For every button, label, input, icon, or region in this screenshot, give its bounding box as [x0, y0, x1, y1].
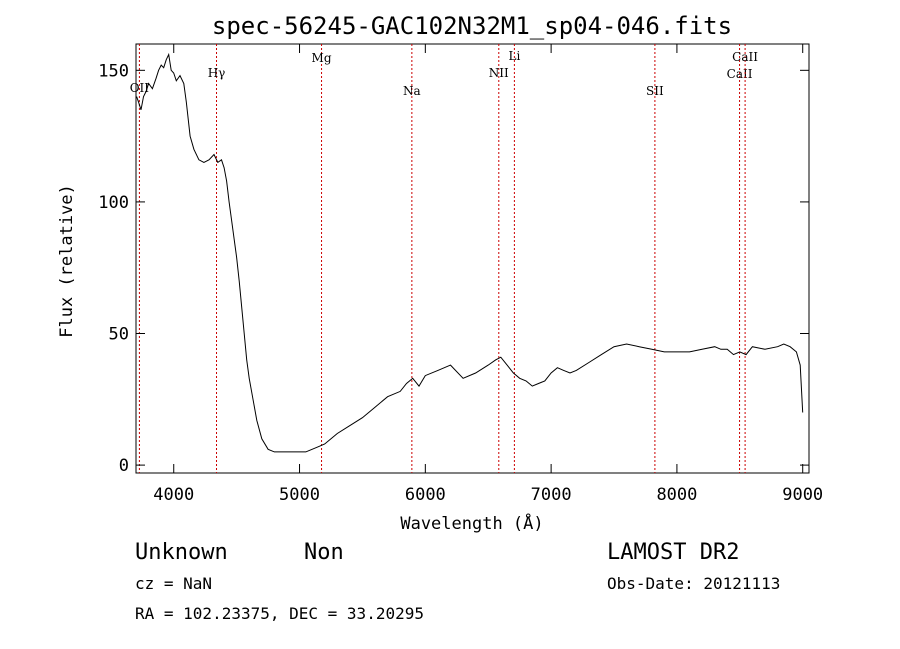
x-axis-label: Wavelength (Å) — [400, 512, 543, 534]
marker-label: OII — [130, 81, 150, 95]
marker-label: Mg — [312, 51, 332, 65]
y-tick-label: 150 — [98, 61, 129, 81]
survey-name: LAMOST DR2 — [607, 540, 739, 565]
marker-label: CaII — [732, 50, 758, 64]
spectrum-line — [136, 52, 804, 453]
plot-frame — [135, 43, 810, 474]
marker-label: SII — [646, 84, 664, 98]
marker-label: Na — [403, 84, 421, 98]
coordinates: RA = 102.23375, DEC = 33.20295 — [135, 604, 424, 623]
x-tick-label: 5000 — [279, 485, 320, 505]
marker-label: NII — [489, 66, 509, 80]
axis-tick-labels: 4000 5000 6000 7000 8000 9000 0 50 100 150 — [98, 61, 823, 505]
x-tick-label: 9000 — [782, 485, 823, 505]
object-class: Unknown — [135, 540, 228, 565]
marker-label: Hγ — [208, 66, 226, 80]
x-tick-label: 6000 — [405, 485, 446, 505]
x-tick-label: 8000 — [656, 485, 697, 505]
y-tick-label: 100 — [98, 193, 129, 213]
y-tick-label: 50 — [109, 325, 129, 345]
y-tick-label: 0 — [119, 456, 129, 476]
marker-label: Li — [508, 49, 520, 63]
y-axis-label: Flux (relative) — [57, 184, 77, 338]
line-markers: OII Hγ Mg Na NII Li SII CaII CaII — [130, 44, 758, 473]
chart-title: spec-56245-GAC102N32M1_sp04-046.fits — [212, 12, 732, 40]
x-tick-label: 7000 — [531, 485, 572, 505]
object-subclass: Non — [304, 540, 344, 565]
obs-date: Obs-Date: 20121113 — [607, 574, 780, 593]
axis-ticks — [136, 44, 809, 473]
redshift-cz: cz = NaN — [135, 574, 212, 593]
marker-label: CaII — [727, 67, 753, 81]
x-tick-label: 4000 — [153, 485, 194, 505]
